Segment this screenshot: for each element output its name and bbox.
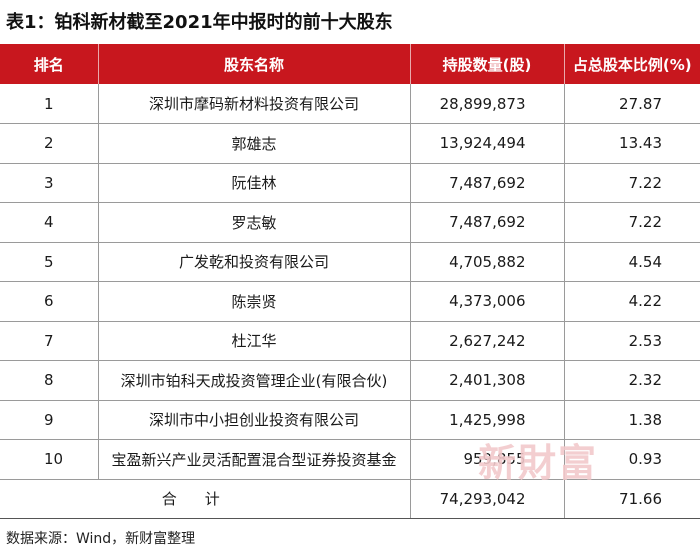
table-row: 3 阮佳林 7,487,692 7.22 [0, 163, 700, 203]
rank-cell: 2 [0, 123, 99, 164]
table-row: 1 深圳市摩码新材料投资有限公司 28,899,873 27.87 [0, 84, 700, 124]
rank-cell: 3 [0, 163, 99, 203]
name-cell: 深圳市中小担创业投资有限公司 [98, 400, 411, 440]
name-cell: 阮佳林 [98, 163, 411, 203]
total-percent-cell: 71.66 [564, 479, 700, 519]
source-note: 数据来源：Wind，新财富整理 [6, 531, 196, 547]
name-cell: 深圳市铂科天成投资管理企业(有限合伙) [98, 360, 411, 401]
table-row: 7 杜江华 2,627,242 2.53 [0, 321, 700, 361]
table-row: 8 深圳市铂科天成投资管理企业(有限合伙) 2,401,308 2.32 [0, 360, 700, 401]
table-row: 4 罗志敏 7,487,692 7.22 [0, 202, 700, 243]
shares-cell: 13,924,494 [410, 123, 565, 164]
rank-cell: 1 [0, 84, 99, 124]
table-row: 2 郭雄志 13,924,494 13.43 [0, 123, 700, 164]
percent-cell: 7.22 [564, 163, 700, 203]
shares-cell: 4,373,006 [410, 281, 565, 322]
total-shares-cell: 74,293,042 [410, 479, 565, 519]
percent-cell: 7.22 [564, 202, 700, 243]
name-cell: 广发乾和投资有限公司 [98, 242, 411, 282]
total-label: 合计 [161, 490, 248, 509]
shares-cell: 1,425,998 [410, 400, 565, 440]
shares-cell: 959,855 [410, 439, 565, 480]
name-cell: 罗志敏 [98, 202, 411, 243]
total-label-cell: 合计 [0, 479, 411, 519]
table-row: 5 广发乾和投资有限公司 4,705,882 4.54 [0, 242, 700, 282]
percent-cell: 27.87 [564, 84, 700, 124]
table-row: 6 陈崇贤 4,373,006 4.22 [0, 281, 700, 322]
name-cell: 杜江华 [98, 321, 411, 361]
header-rank: 排名 [0, 44, 99, 84]
shares-cell: 28,899,873 [410, 84, 565, 124]
percent-cell: 4.22 [564, 281, 700, 322]
percent-cell: 0.93 [564, 439, 700, 480]
table-header-row: 排名 股东名称 持股数量(股) 占总股本比例(%) [0, 44, 700, 84]
rank-cell: 7 [0, 321, 99, 361]
shares-cell: 7,487,692 [410, 163, 565, 203]
rank-cell: 4 [0, 202, 99, 243]
header-shares: 持股数量(股) [410, 44, 565, 84]
percent-cell: 1.38 [564, 400, 700, 440]
rank-cell: 8 [0, 360, 99, 401]
rank-cell: 10 [0, 439, 99, 480]
shares-cell: 4,705,882 [410, 242, 565, 282]
percent-cell: 2.32 [564, 360, 700, 401]
table-title: 表1：铂科新材截至2021年中报时的前十大股东 [6, 12, 393, 33]
header-name: 股东名称 [98, 44, 411, 84]
shareholders-table: 排名 股东名称 持股数量(股) 占总股本比例(%) 1 深圳市摩码新材料投资有限… [0, 44, 700, 519]
shares-cell: 2,401,308 [410, 360, 565, 401]
shares-cell: 2,627,242 [410, 321, 565, 361]
table-row: 10 宝盈新兴产业灵活配置混合型证券投资基金 959,855 0.93 [0, 439, 700, 480]
rank-cell: 5 [0, 242, 99, 282]
name-cell: 郭雄志 [98, 123, 411, 164]
name-cell: 宝盈新兴产业灵活配置混合型证券投资基金 [98, 439, 411, 480]
table-row: 9 深圳市中小担创业投资有限公司 1,425,998 1.38 [0, 400, 700, 440]
rank-cell: 6 [0, 281, 99, 322]
shares-cell: 7,487,692 [410, 202, 565, 243]
percent-cell: 2.53 [564, 321, 700, 361]
percent-cell: 13.43 [564, 123, 700, 164]
total-row: 合计 74,293,042 71.66 [0, 479, 700, 519]
percent-cell: 4.54 [564, 242, 700, 282]
rank-cell: 9 [0, 400, 99, 440]
name-cell: 深圳市摩码新材料投资有限公司 [98, 84, 411, 124]
name-cell: 陈崇贤 [98, 281, 411, 322]
header-percent: 占总股本比例(%) [572, 55, 692, 74]
